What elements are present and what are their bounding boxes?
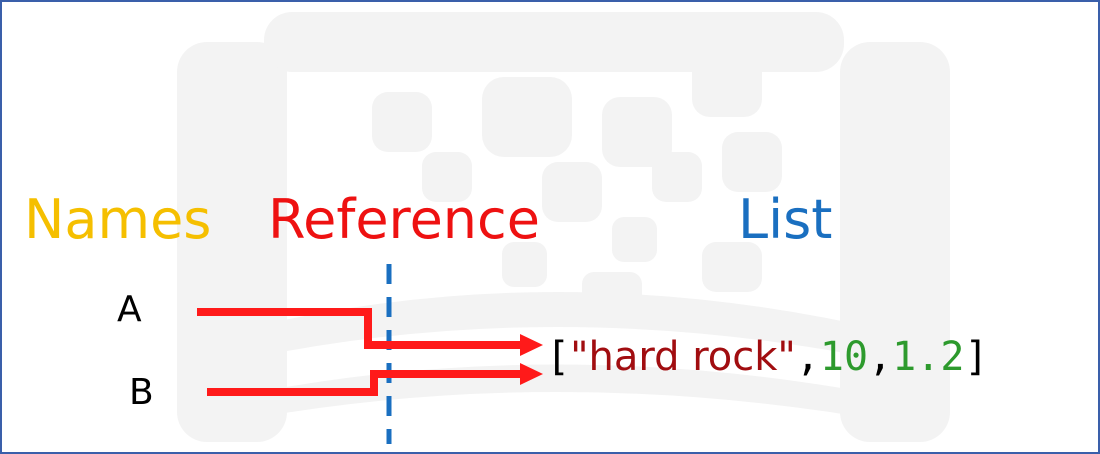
arrow-b (207, 370, 524, 396)
variable-b-label: B (129, 372, 154, 413)
list-item-string: "hard rock" (570, 334, 796, 380)
list-item-float: 1.2 (892, 334, 965, 380)
list-separator: , (795, 334, 820, 380)
list-literal: ["hard rock",10,1.2] (546, 333, 989, 381)
list-separator: , (868, 334, 893, 380)
variable-a-label: A (117, 289, 142, 330)
list-item-integer: 10 (819, 334, 869, 380)
names-heading: Names (24, 188, 212, 251)
list-close-bracket: ] (964, 334, 989, 380)
list-heading: List (738, 188, 833, 251)
arrow-a (197, 308, 524, 349)
reference-heading: Reference (268, 188, 540, 251)
arrow-b-head (520, 363, 543, 385)
arrow-a-head (520, 334, 543, 356)
list-open-bracket: [ (546, 334, 571, 380)
